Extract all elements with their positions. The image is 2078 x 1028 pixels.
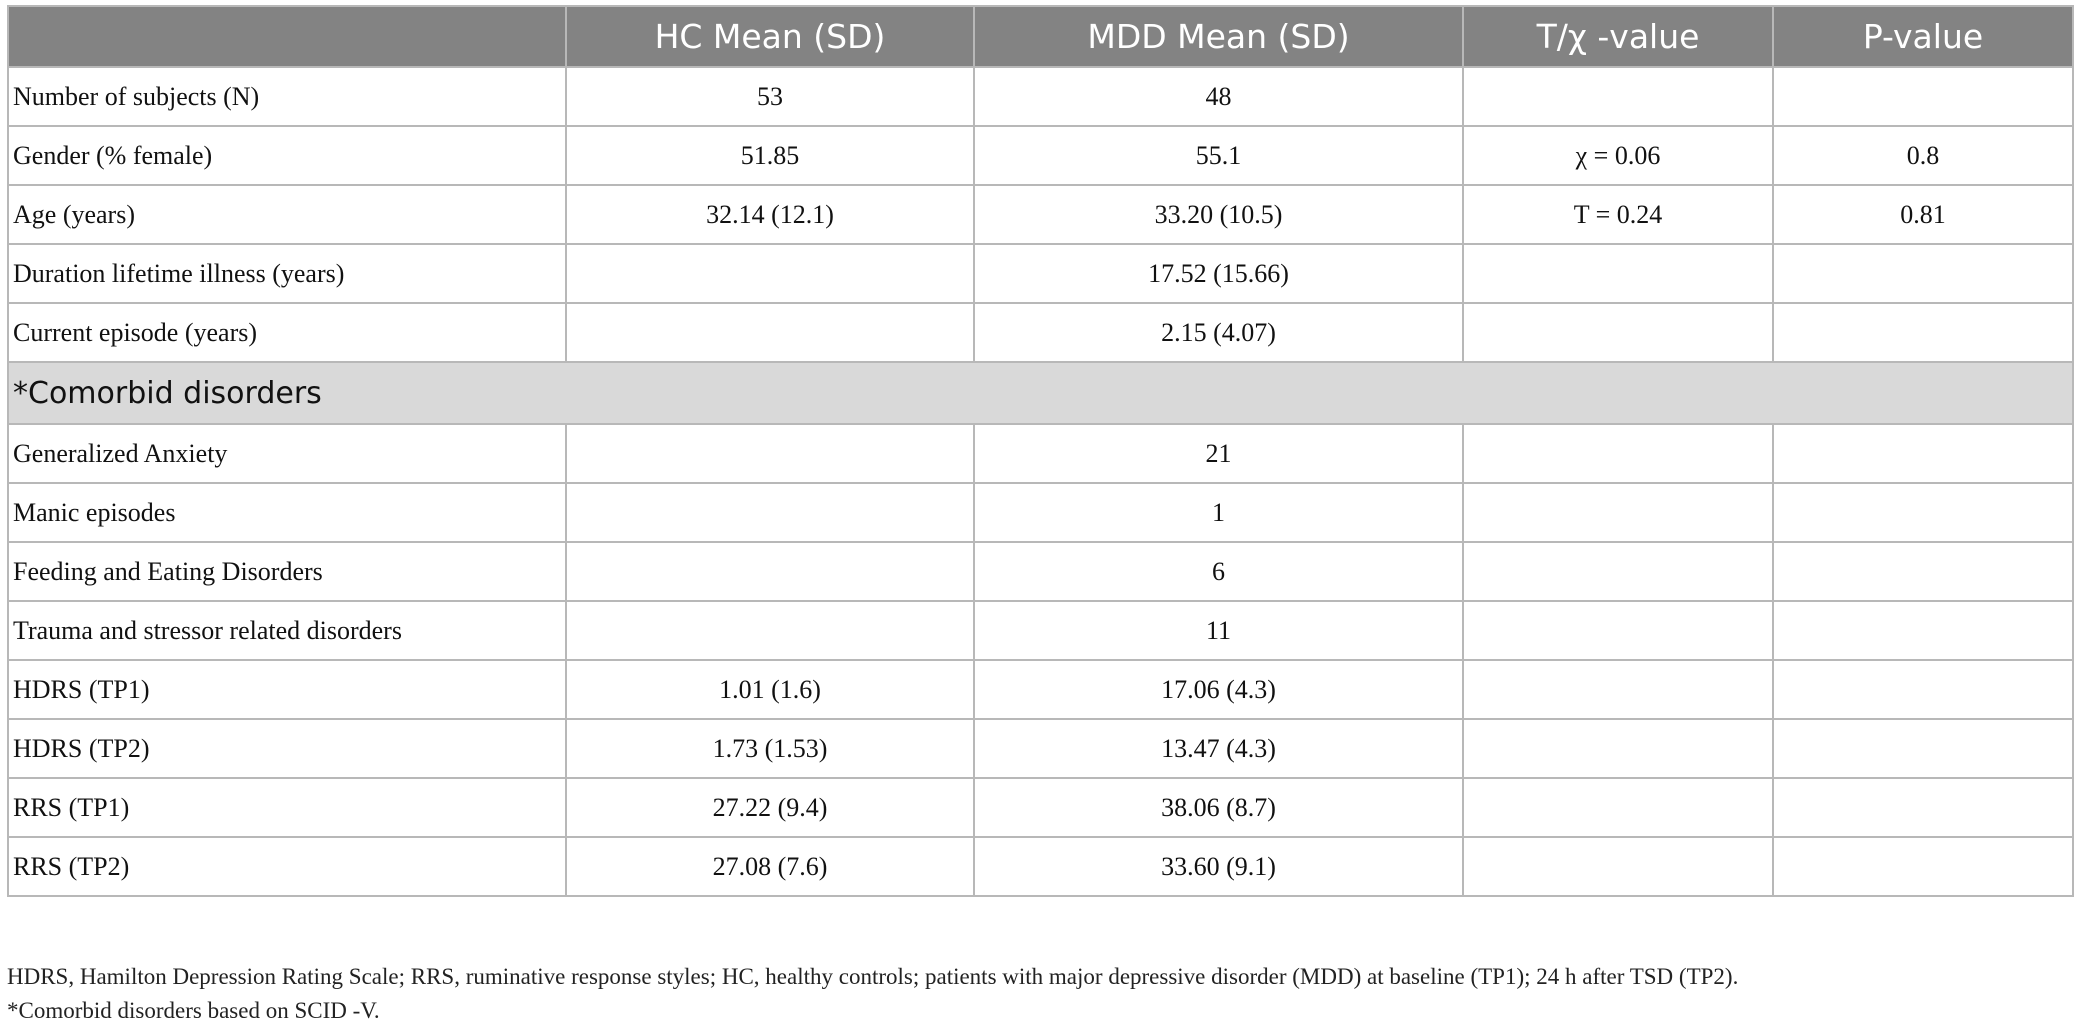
row-label: Generalized Anxiety <box>7 423 567 484</box>
footnote-abbreviations: HDRS, Hamilton Depression Rating Scale; … <box>7 964 1739 989</box>
header-cell-stat: T/χ -value <box>1462 5 1774 68</box>
row-label: HDRS (TP1) <box>7 659 567 720</box>
p-value <box>1772 541 2074 602</box>
stat-value <box>1462 66 1774 127</box>
stat-value <box>1462 659 1774 720</box>
row-label: Age (years) <box>7 184 567 245</box>
mdd-value: 21 <box>973 423 1464 484</box>
row-label: Duration lifetime illness (years) <box>7 243 567 304</box>
table-row: HDRS (TP2) 1.73 (1.53) 13.47 (4.3) <box>7 718 2074 779</box>
p-value <box>1772 718 2074 779</box>
stat-value <box>1462 302 1774 363</box>
p-value <box>1772 66 2074 127</box>
stat-value <box>1462 243 1774 304</box>
mdd-value: 55.1 <box>973 125 1464 186</box>
stat-value: T = 0.24 <box>1462 184 1774 245</box>
p-value <box>1772 836 2074 897</box>
hc-value: 27.08 (7.6) <box>565 836 975 897</box>
hc-value <box>565 600 975 661</box>
mdd-value: 33.20 (10.5) <box>973 184 1464 245</box>
table-row: Manic episodes 1 <box>7 482 2074 543</box>
mdd-value: 11 <box>973 600 1464 661</box>
demographics-table-container: HC Mean (SD) MDD Mean (SD) T/χ -value P-… <box>7 5 2074 897</box>
hc-value <box>565 482 975 543</box>
table-header-row: HC Mean (SD) MDD Mean (SD) T/χ -value P-… <box>7 5 2074 68</box>
row-label: Current episode (years) <box>7 302 567 363</box>
row-label: Feeding and Eating Disorders <box>7 541 567 602</box>
header-cell-hc: HC Mean (SD) <box>565 5 975 68</box>
footnote-comorbid: *Comorbid disorders based on SCID -V. <box>7 998 380 1023</box>
table-row: HDRS (TP1) 1.01 (1.6) 17.06 (4.3) <box>7 659 2074 720</box>
mdd-value: 17.06 (4.3) <box>973 659 1464 720</box>
table-row: Current episode (years) 2.15 (4.07) <box>7 302 2074 363</box>
stat-value <box>1462 600 1774 661</box>
p-value <box>1772 482 2074 543</box>
row-label: RRS (TP2) <box>7 836 567 897</box>
row-label: Trauma and stressor related disorders <box>7 600 567 661</box>
hc-value: 51.85 <box>565 125 975 186</box>
mdd-value: 17.52 (15.66) <box>973 243 1464 304</box>
mdd-value: 33.60 (9.1) <box>973 836 1464 897</box>
stat-value <box>1462 541 1774 602</box>
p-value <box>1772 423 2074 484</box>
hc-value: 32.14 (12.1) <box>565 184 975 245</box>
hc-value: 27.22 (9.4) <box>565 777 975 838</box>
p-value: 0.8 <box>1772 125 2074 186</box>
p-value <box>1772 659 2074 720</box>
p-value <box>1772 302 2074 363</box>
hc-value <box>565 541 975 602</box>
p-value <box>1772 777 2074 838</box>
p-value <box>1772 600 2074 661</box>
stat-value <box>1462 423 1774 484</box>
row-label: RRS (TP1) <box>7 777 567 838</box>
header-cell-mdd: MDD Mean (SD) <box>973 5 1464 68</box>
table-row: Generalized Anxiety 21 <box>7 423 2074 484</box>
row-label: HDRS (TP2) <box>7 718 567 779</box>
stat-value <box>1462 777 1774 838</box>
stat-value <box>1462 482 1774 543</box>
mdd-value: 2.15 (4.07) <box>973 302 1464 363</box>
mdd-value: 6 <box>973 541 1464 602</box>
p-value <box>1772 243 2074 304</box>
row-label: Manic episodes <box>7 482 567 543</box>
table-row: RRS (TP2) 27.08 (7.6) 33.60 (9.1) <box>7 836 2074 897</box>
mdd-value: 48 <box>973 66 1464 127</box>
header-cell-p: P-value <box>1772 5 2074 68</box>
hc-value <box>565 423 975 484</box>
table-row: Age (years) 32.14 (12.1) 33.20 (10.5) T … <box>7 184 2074 245</box>
table-row: Duration lifetime illness (years) 17.52 … <box>7 243 2074 304</box>
p-value: 0.81 <box>1772 184 2074 245</box>
table-row: Feeding and Eating Disorders 6 <box>7 541 2074 602</box>
section-row-comorbid: *Comorbid disorders <box>7 361 2074 425</box>
hc-value: 53 <box>565 66 975 127</box>
table-footnotes: HDRS, Hamilton Depression Rating Scale; … <box>7 960 2067 1028</box>
mdd-value: 13.47 (4.3) <box>973 718 1464 779</box>
table-row: Number of subjects (N) 53 48 <box>7 66 2074 127</box>
hc-value: 1.01 (1.6) <box>565 659 975 720</box>
table-row: Gender (% female) 51.85 55.1 χ = 0.06 0.… <box>7 125 2074 186</box>
stat-value <box>1462 836 1774 897</box>
hc-value <box>565 243 975 304</box>
row-label: Gender (% female) <box>7 125 567 186</box>
header-cell-variable <box>7 5 567 68</box>
section-label: *Comorbid disorders <box>7 361 2074 425</box>
stat-value <box>1462 718 1774 779</box>
stat-value: χ = 0.06 <box>1462 125 1774 186</box>
hc-value <box>565 302 975 363</box>
demographics-table: HC Mean (SD) MDD Mean (SD) T/χ -value P-… <box>7 5 2074 897</box>
mdd-value: 38.06 (8.7) <box>973 777 1464 838</box>
table-row: RRS (TP1) 27.22 (9.4) 38.06 (8.7) <box>7 777 2074 838</box>
hc-value: 1.73 (1.53) <box>565 718 975 779</box>
row-label: Number of subjects (N) <box>7 66 567 127</box>
table-row: Trauma and stressor related disorders 11 <box>7 600 2074 661</box>
mdd-value: 1 <box>973 482 1464 543</box>
